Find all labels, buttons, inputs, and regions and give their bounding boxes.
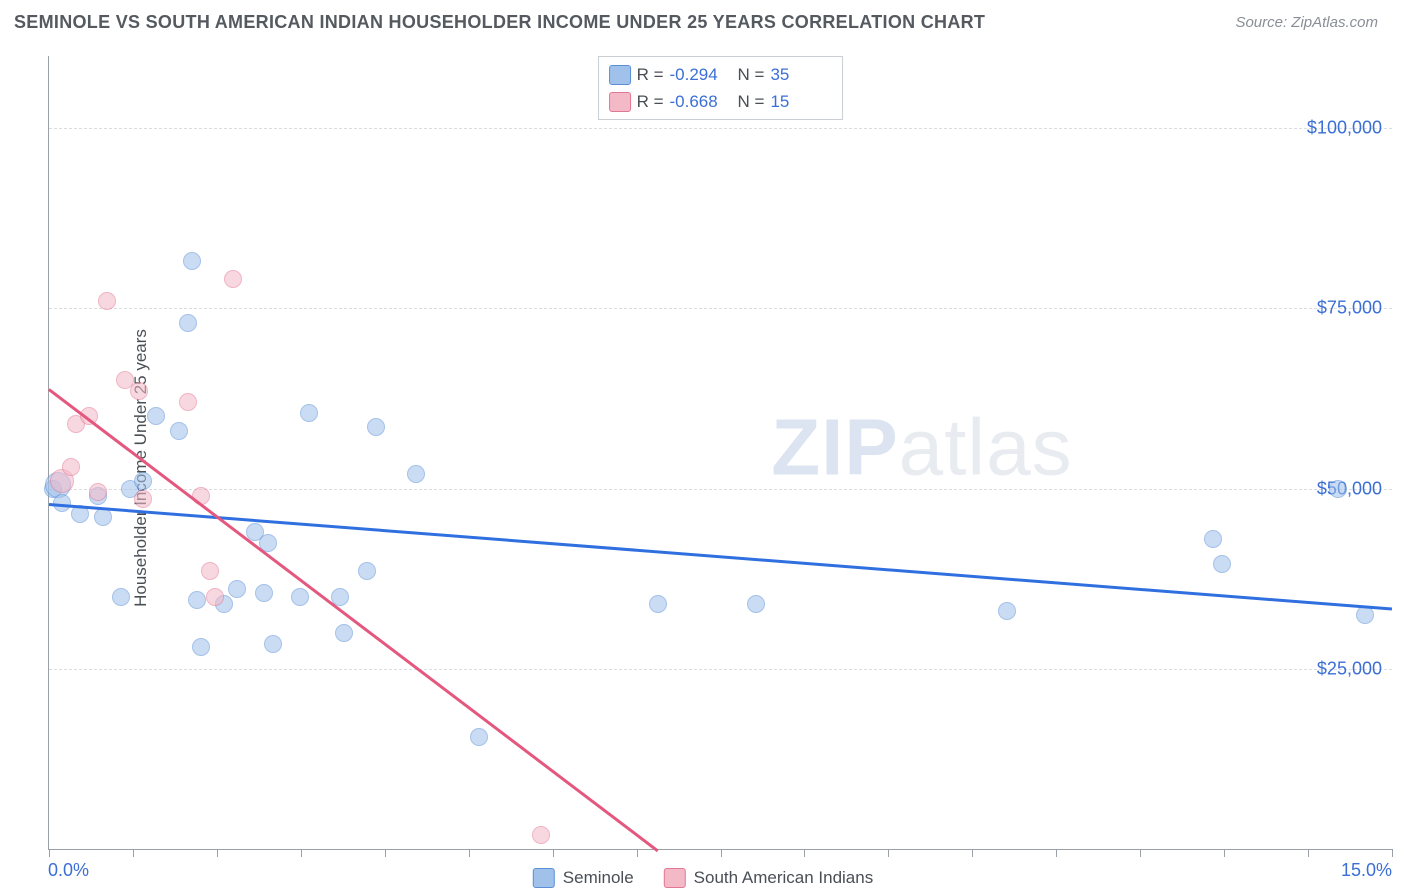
data-point [300, 404, 318, 422]
data-point [134, 472, 152, 490]
trend-line [48, 388, 658, 851]
data-point [94, 508, 112, 526]
x-tick [721, 849, 722, 857]
legend-item: South American Indians [664, 868, 874, 888]
legend-r-value: -0.668 [670, 88, 732, 115]
x-tick [888, 849, 889, 857]
x-axis-max-label: 15.0% [1341, 860, 1392, 881]
data-point [998, 602, 1016, 620]
legend-n-value: 15 [770, 88, 832, 115]
legend-series: Seminole South American Indians [533, 868, 873, 888]
x-tick [1056, 849, 1057, 857]
legend-swatch [609, 92, 631, 112]
data-point [228, 580, 246, 598]
trend-line [49, 503, 1392, 611]
legend-swatch [664, 868, 686, 888]
data-point [1329, 480, 1347, 498]
gridline-h [49, 128, 1392, 129]
data-point [470, 728, 488, 746]
data-point [264, 635, 282, 653]
data-point [747, 595, 765, 613]
data-point [183, 252, 201, 270]
legend-n-label: N = [738, 61, 765, 88]
plot-area: ZIPatlas R =-0.294N =35R =-0.668N =15 $2… [48, 56, 1392, 850]
data-point [1213, 555, 1231, 573]
data-point [134, 490, 152, 508]
data-point [130, 382, 148, 400]
x-tick [804, 849, 805, 857]
gridline-h [49, 669, 1392, 670]
y-tick-label: $50,000 [1317, 478, 1382, 499]
legend-r-value: -0.294 [670, 61, 732, 88]
x-tick [1308, 849, 1309, 857]
chart-area: Householder Income Under 25 years ZIPatl… [0, 44, 1406, 892]
legend-swatch [609, 65, 631, 85]
x-tick [49, 849, 50, 857]
x-tick [133, 849, 134, 857]
data-point [335, 624, 353, 642]
legend-stat-row: R =-0.668N =15 [609, 88, 833, 115]
y-tick-label: $25,000 [1317, 658, 1382, 679]
gridline-h [49, 489, 1392, 490]
gridline-h [49, 308, 1392, 309]
data-point [98, 292, 116, 310]
x-tick [637, 849, 638, 857]
legend-label: South American Indians [694, 868, 874, 888]
chart-source: Source: ZipAtlas.com [1235, 14, 1378, 31]
x-tick [1140, 849, 1141, 857]
data-point [170, 422, 188, 440]
data-point [188, 591, 206, 609]
x-tick [1392, 849, 1393, 857]
legend-stat-row: R =-0.294N =35 [609, 61, 833, 88]
chart-header: SEMINOLE VS SOUTH AMERICAN INDIAN HOUSEH… [0, 0, 1406, 44]
x-tick [385, 849, 386, 857]
legend-n-label: N = [738, 88, 765, 115]
data-point [192, 638, 210, 656]
data-point [112, 588, 130, 606]
x-axis-min-label: 0.0% [48, 860, 89, 881]
data-point [224, 270, 242, 288]
legend-swatch [533, 868, 555, 888]
data-point [1204, 530, 1222, 548]
legend-r-label: R = [637, 88, 664, 115]
data-point [179, 314, 197, 332]
data-point [649, 595, 667, 613]
data-point [147, 407, 165, 425]
data-point [407, 465, 425, 483]
legend-correlation-box: R =-0.294N =35R =-0.668N =15 [598, 56, 844, 120]
y-tick-label: $100,000 [1307, 118, 1382, 139]
x-tick [972, 849, 973, 857]
data-point [367, 418, 385, 436]
x-tick [301, 849, 302, 857]
data-point [358, 562, 376, 580]
watermark: ZIPatlas [771, 401, 1072, 493]
x-tick [1224, 849, 1225, 857]
data-point [179, 393, 197, 411]
legend-n-value: 35 [770, 61, 832, 88]
data-point [206, 588, 224, 606]
data-point [201, 562, 219, 580]
x-tick [469, 849, 470, 857]
x-tick [553, 849, 554, 857]
y-tick-label: $75,000 [1317, 298, 1382, 319]
legend-label: Seminole [563, 868, 634, 888]
data-point [291, 588, 309, 606]
x-tick [217, 849, 218, 857]
data-point [62, 458, 80, 476]
data-point [255, 584, 273, 602]
chart-title: SEMINOLE VS SOUTH AMERICAN INDIAN HOUSEH… [14, 12, 985, 33]
legend-item: Seminole [533, 868, 634, 888]
data-point [89, 483, 107, 501]
data-point [532, 826, 550, 844]
legend-r-label: R = [637, 61, 664, 88]
